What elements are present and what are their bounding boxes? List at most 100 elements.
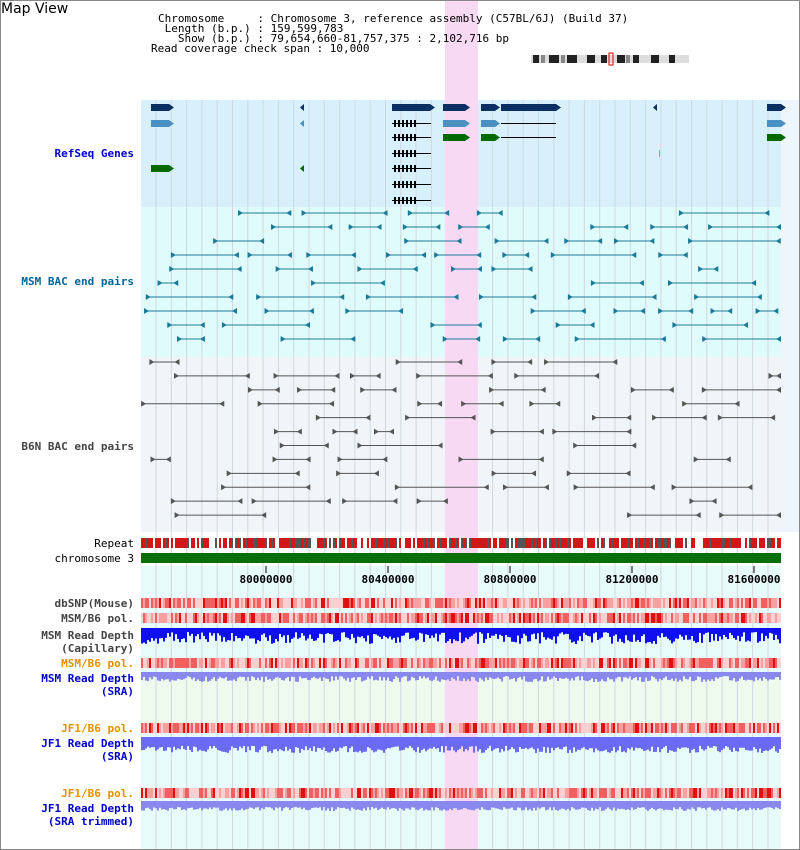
read-depth-bar: [499, 628, 501, 635]
read-depth-bar: [377, 628, 379, 636]
ideogram-band: [651, 55, 659, 63]
polymorphism-cell: [351, 613, 353, 623]
read-depth-bar: [341, 737, 343, 749]
read-depth-bar: [333, 737, 335, 749]
gene-exon: [410, 134, 412, 141]
read-depth-bar: [777, 672, 779, 677]
polymorphism-cell: [383, 613, 385, 623]
read-depth-bar: [647, 737, 649, 750]
gene-exon: [394, 134, 396, 141]
repeat-segment: [755, 538, 757, 548]
msm-bac-label[interactable]: MSM BAC end pairs: [21, 275, 134, 288]
polymorphism-cell: [177, 723, 179, 733]
polymorphism-cell: [243, 613, 245, 623]
read-depth-bar: [771, 801, 773, 808]
read-depth-bar: [153, 801, 155, 808]
read-depth-bar: [721, 628, 723, 640]
read-depth-bar: [639, 672, 641, 678]
refseq-genes-label[interactable]: RefSeq Genes: [54, 147, 134, 160]
read-depth-bar: [585, 801, 587, 809]
polymorphism-cell: [635, 723, 637, 733]
msm-read-depth-sra-label[interactable]: MSM Read Depth: [41, 672, 134, 685]
polymorphism-cell: [743, 613, 745, 623]
read-depth-bar: [445, 801, 447, 811]
polymorphism-cell: [775, 788, 777, 798]
read-depth-bar: [711, 628, 713, 634]
polymorphism-cell: [411, 788, 413, 798]
polymorphism-cell: [291, 723, 293, 733]
polymorphism-cell: [651, 658, 653, 668]
read-depth-bar: [315, 801, 317, 808]
repeat-segment: [451, 538, 453, 548]
bac-end-marker: [711, 498, 717, 505]
polymorphism-cell: [441, 658, 443, 668]
polymorphism-cell: [279, 723, 281, 733]
msm-b6-pol-capillary-label[interactable]: MSM/B6 pol.: [61, 612, 134, 625]
polymorphism-cell: [613, 723, 615, 733]
polymorphism-cell: [645, 723, 647, 733]
polymorphism-cell: [429, 788, 431, 798]
polymorphism-cell: [167, 598, 169, 608]
read-depth-bar: [327, 737, 329, 753]
polymorphism-cell: [289, 598, 291, 608]
polymorphism-cell: [721, 613, 723, 623]
read-depth-bar: [495, 737, 497, 749]
polymorphism-cell: [469, 723, 471, 733]
polymorphism-cell: [153, 788, 155, 798]
jf1-read-depth-sra-label[interactable]: JF1 Read Depth: [41, 737, 134, 750]
read-depth-bar: [145, 672, 147, 681]
read-depth-bar: [541, 801, 543, 808]
polymorphism-cell: [423, 788, 425, 798]
polymorphism-cell: [517, 723, 519, 733]
repeat-segment: [207, 538, 209, 548]
read-depth-bar: [473, 628, 475, 634]
repeat-segment: [361, 538, 363, 548]
polymorphism-cell: [217, 788, 219, 798]
polymorphism-cell: [775, 723, 777, 733]
repeat-segment: [281, 538, 283, 548]
read-depth-bar: [323, 801, 325, 808]
read-depth-bar: [749, 628, 751, 642]
polymorphism-cell: [719, 613, 721, 623]
b6n-bac-label[interactable]: B6N BAC end pairs: [21, 440, 134, 453]
polymorphism-cell: [163, 613, 165, 623]
read-depth-bar: [615, 672, 617, 679]
polymorphism-cell: [593, 598, 595, 608]
chromosome-ideogram: [531, 55, 689, 63]
read-depth-bar: [541, 737, 543, 752]
repeat-segment: [535, 538, 537, 548]
read-depth-bar: [575, 672, 577, 678]
polymorphism-cell: [165, 788, 167, 798]
read-depth-bar: [527, 628, 529, 642]
bac-end-marker: [329, 400, 335, 407]
read-depth-bar: [465, 737, 467, 749]
repeat-segment: [295, 538, 297, 548]
dbsnp-label[interactable]: dbSNP(Mouse): [54, 597, 134, 610]
polymorphism-cell: [149, 598, 151, 608]
read-depth-bar: [233, 672, 235, 680]
polymorphism-cell: [489, 613, 491, 623]
polymorphism-cell: [703, 788, 705, 798]
polymorphism-cell: [619, 723, 621, 733]
repeat-segment: [581, 538, 583, 548]
read-depth-bar: [165, 672, 167, 680]
read-depth-bar: [719, 628, 721, 637]
polymorphism-cell: [767, 788, 769, 798]
read-depth-bar: [397, 737, 399, 747]
jf1-b6-pol-sra-label[interactable]: JF1/B6 pol.: [61, 722, 134, 735]
read-depth-bar: [175, 801, 177, 810]
jf1-b6-pol-trimmed-label[interactable]: JF1/B6 pol.: [61, 787, 134, 800]
msm-read-depth-capillary-label[interactable]: MSM Read Depth: [41, 629, 134, 642]
read-depth-bar: [269, 737, 271, 752]
read-depth-bar: [673, 672, 675, 681]
msm-b6-pol-sra-label[interactable]: MSM/B6 pol.: [61, 657, 134, 670]
read-depth-bar: [775, 672, 777, 678]
polymorphism-cell: [661, 658, 663, 668]
polymorphism-cell: [275, 598, 277, 608]
polymorphism-cell: [753, 598, 755, 608]
polymorphism-cell: [249, 613, 251, 623]
jf1-read-depth-trimmed-label[interactable]: JF1 Read Depth: [41, 802, 134, 815]
polymorphism-cell: [387, 598, 389, 608]
bac-end-marker: [543, 238, 549, 244]
